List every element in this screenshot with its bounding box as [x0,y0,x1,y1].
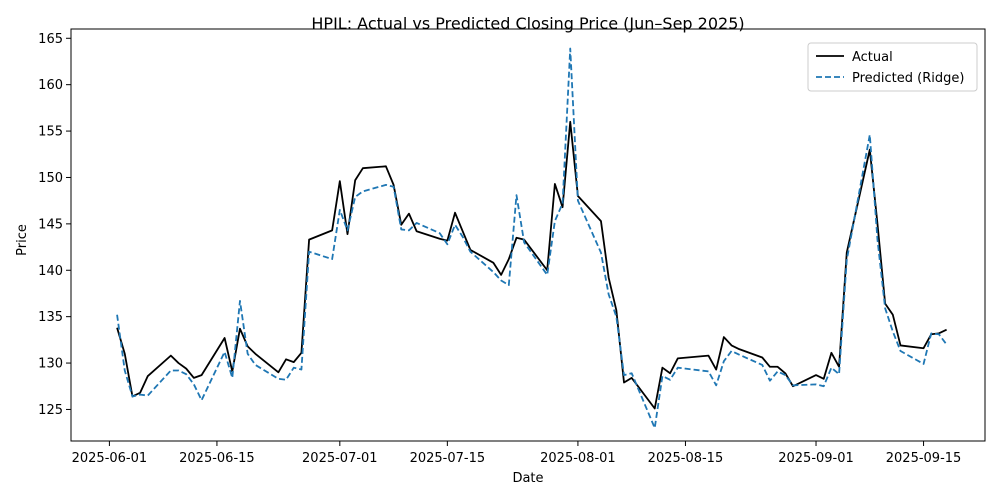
legend-label-predicted: Predicted (Ridge) [852,71,964,86]
x-tick-label: 2025-07-01 [302,451,378,466]
y-tick-label: 145 [38,217,63,232]
y-tick-label: 135 [38,310,63,325]
series-line-actual [116,120,947,410]
chart-title: HPIL: Actual vs Predicted Closing Price … [311,14,744,33]
x-tick-label: 2025-06-15 [179,451,255,466]
y-tick-label: 160 [38,78,63,93]
y-tick-label: 125 [38,403,63,418]
y-tick-label: 140 [38,264,63,279]
x-tick-label: 2025-09-15 [886,451,962,466]
y-axis-label: Price [15,224,30,256]
x-axis-label: Date [512,471,543,486]
legend: Actual Predicted (Ridge) [807,42,978,92]
x-tick-label: 2025-08-01 [540,451,616,466]
x-tick-label: 2025-07-15 [410,451,486,466]
plot-area-frame [70,28,986,442]
y-tick-label: 155 [38,125,63,140]
legend-box [807,42,978,92]
x-tick-label: 2025-06-01 [72,451,148,466]
x-tick-label: 2025-09-01 [778,451,854,466]
y-tick-label: 130 [38,357,63,372]
series-line-predicted-ridge [116,47,948,429]
y-tick-label: 150 [38,171,63,186]
x-tick-label: 2025-08-15 [648,451,724,466]
legend-label-actual: Actual [852,50,893,65]
y-tick-label: 165 [38,32,63,47]
